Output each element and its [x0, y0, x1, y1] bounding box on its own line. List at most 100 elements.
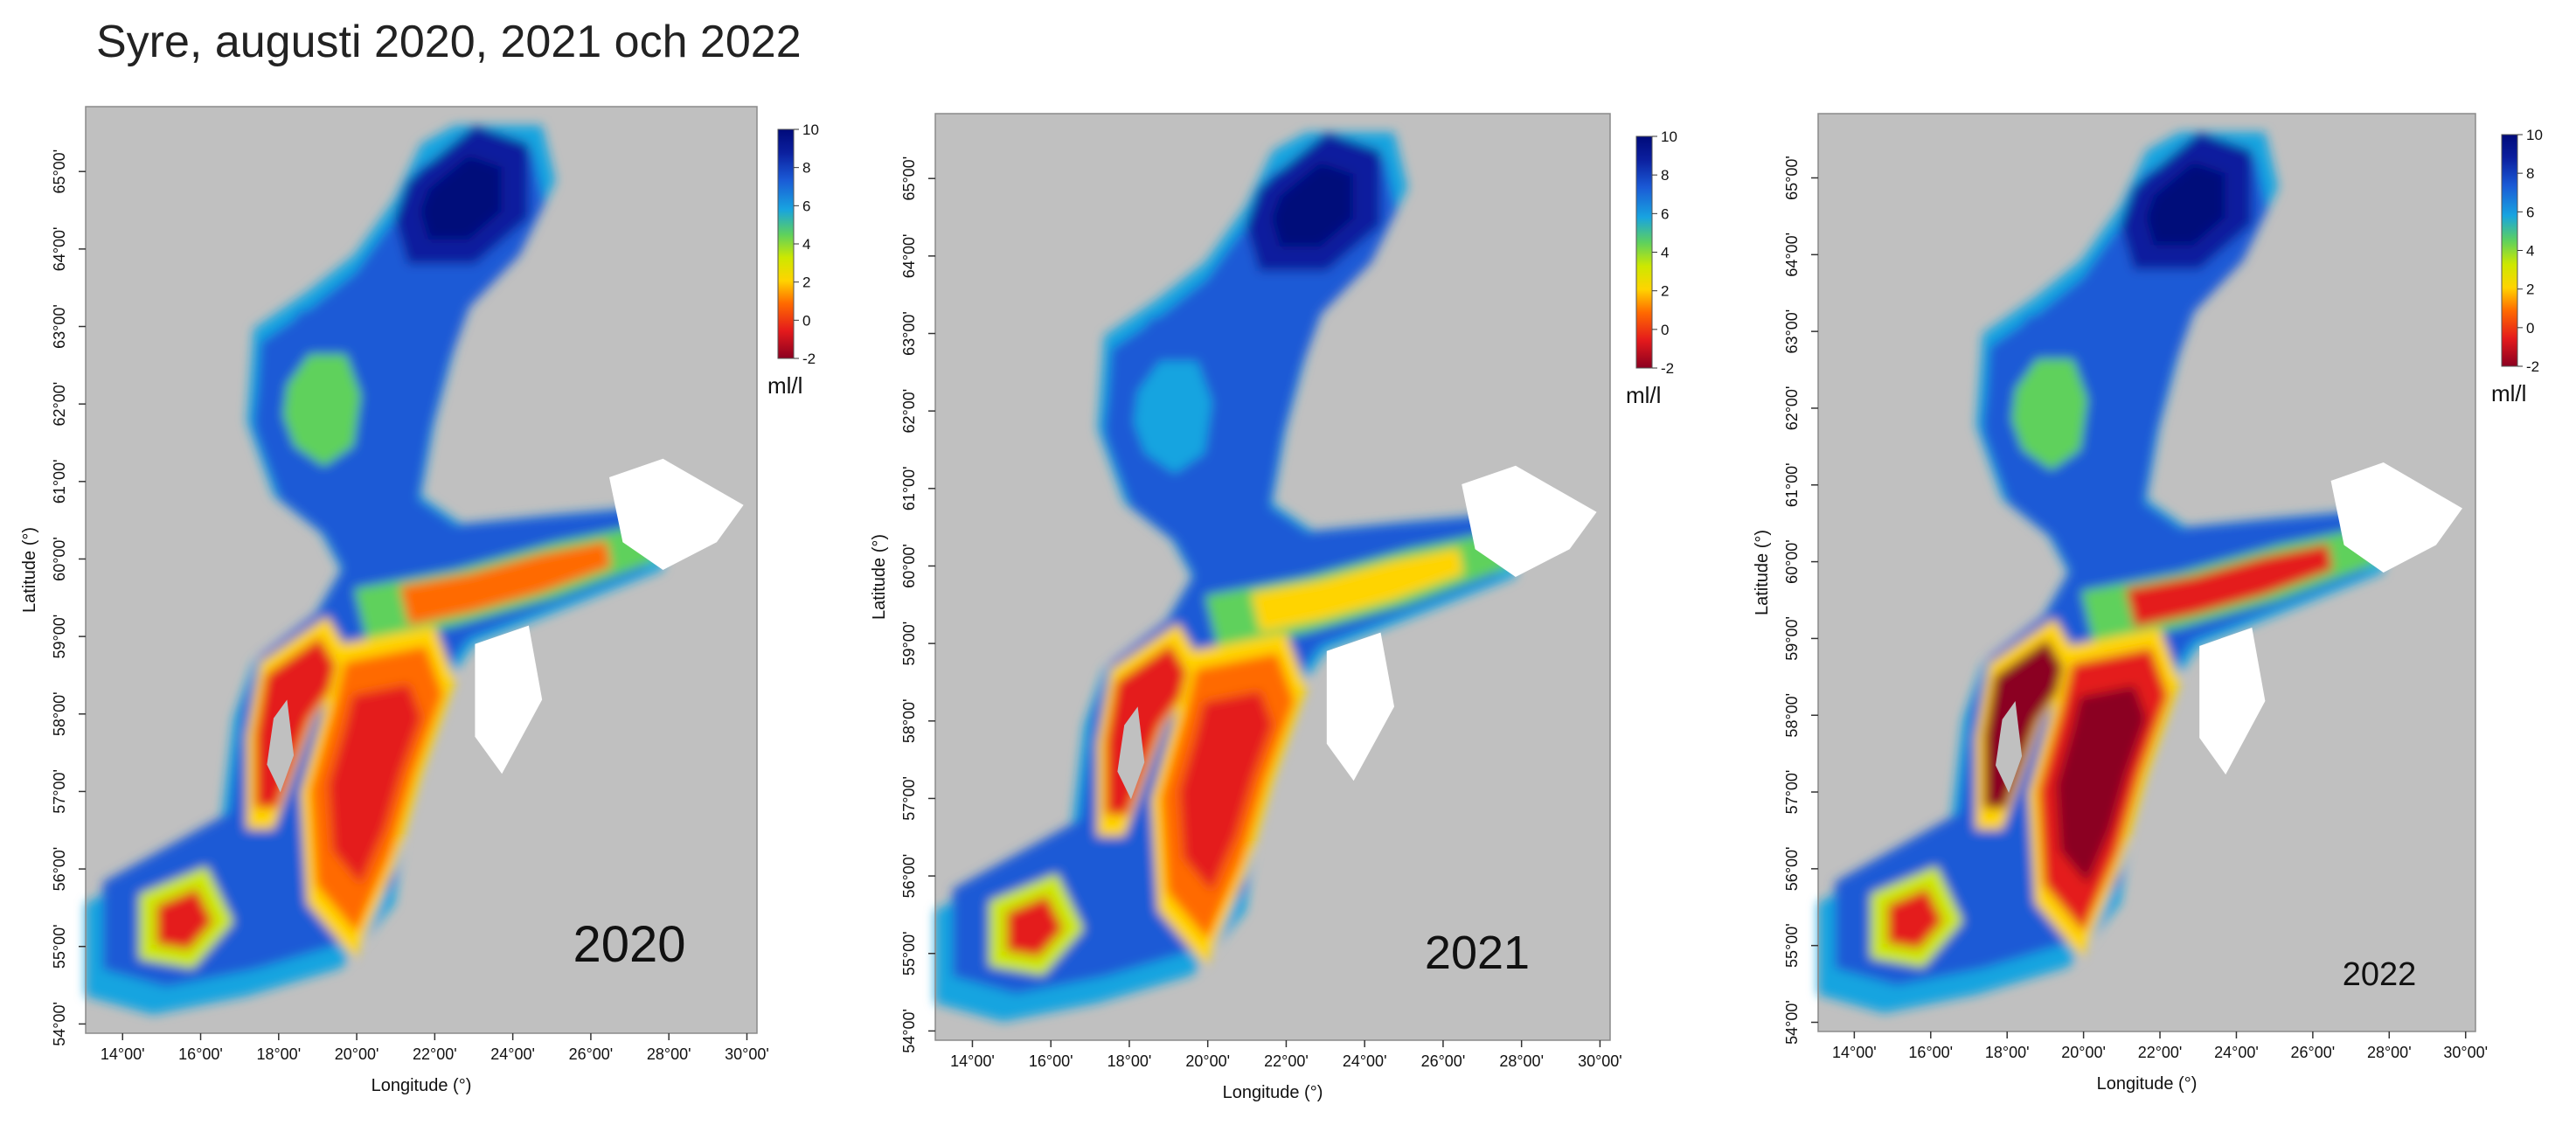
y-tick-label: 55°00': [1783, 923, 1801, 968]
y-tick-label: 64°00': [51, 227, 68, 272]
x-tick-label: 16°00': [1908, 1044, 1953, 1061]
x-tick-label: 22°00': [1264, 1052, 1309, 1070]
lakes-estonia: [475, 625, 543, 774]
y-tick-label: 56°00': [1783, 847, 1801, 892]
y-tick-label: 60°00': [900, 544, 918, 588]
x-tick-label: 20°00': [335, 1045, 379, 1063]
x-tick-label: 18°00': [1107, 1052, 1152, 1070]
colorbar-gradient: [1635, 135, 1653, 369]
bothnian-bay-core: [420, 156, 502, 240]
y-tick-label: 58°00': [1783, 693, 1801, 738]
colorbar-gradient: [2501, 134, 2518, 367]
colorbar-tick-label: 6: [1661, 205, 1669, 222]
y-axis-title: Latitude (°): [870, 534, 889, 620]
lakes-finland: [2330, 462, 2462, 573]
colorbar-tick-label: 4: [2526, 243, 2534, 260]
y-tick-label: 57°00': [900, 776, 918, 821]
x-tick-label: 30°00': [1578, 1052, 1622, 1070]
y-tick-label: 61°00': [51, 459, 68, 504]
colorbar-gradient: [777, 128, 795, 359]
gotland-island: [1996, 701, 2023, 793]
y-tick-label: 59°00': [51, 615, 68, 659]
y-tick-label: 59°00': [900, 622, 918, 666]
y-tick-label: 64°00': [1783, 233, 1801, 277]
bornholm-basin: [1887, 888, 1943, 949]
y-tick-label: 65°00': [1783, 156, 1801, 200]
x-tick-label: 20°00': [2061, 1044, 2106, 1061]
year-label: 2020: [573, 916, 685, 973]
colorbar-tick-label: 4: [1661, 245, 1669, 261]
colorbar-tick-label: -2: [802, 351, 816, 367]
y-tick-label: 56°00': [51, 847, 68, 892]
colorbar-tick-label: 4: [802, 236, 810, 253]
colorbar-tick-label: 8: [802, 160, 810, 177]
y-tick-label: 55°00': [51, 924, 68, 969]
x-tick-label: 30°00': [725, 1045, 769, 1063]
page-title: Syre, augusti 2020, 2021 och 2022: [96, 17, 802, 67]
bothnian-sea-core: [283, 354, 361, 467]
x-tick-label: 22°00': [413, 1045, 457, 1063]
y-axis-title: Latitude (°): [20, 527, 39, 613]
plot-border: [934, 113, 1611, 1041]
y-tick-label: 63°00': [51, 304, 68, 349]
x-tick-label: 26°00': [2291, 1044, 2336, 1061]
y-tick-label: 54°00': [900, 1009, 918, 1053]
eastern-gotland-deep: [2069, 714, 2130, 847]
gulf-of-finland-core: [2125, 544, 2333, 628]
lakes-estonia: [1326, 632, 1394, 781]
map-panel-2022: 14°00' 16°00' 18°00' 20°00' 22°00' 24°00' 26°0…: [1753, 113, 2543, 1094]
colorbar-tick-label: 2: [2526, 281, 2534, 298]
colorbar-tick-label: 10: [1661, 128, 1677, 145]
sea-layer: [1818, 132, 2384, 1013]
y-tick-label: 61°00': [900, 466, 918, 510]
y-tick-label: 58°00': [51, 691, 68, 736]
colorbar: 10 8 6 4 2 0 -2ml/l: [2491, 127, 2543, 406]
colorbar-tick-label: 6: [2526, 204, 2534, 220]
x-axis-title: Longitude (°): [1223, 1083, 1323, 1102]
y-tick-label: 63°00': [1783, 309, 1801, 354]
x-tick-label: 30°00': [2443, 1044, 2488, 1061]
bothnian-sea-core: [1134, 361, 1212, 474]
gotland-island: [267, 699, 295, 793]
gulf-of-finland-core: [399, 540, 612, 626]
lakes-finland: [1462, 465, 1597, 577]
x-tick-label: 18°00': [1985, 1044, 2030, 1061]
sea-mid: [1835, 156, 2367, 986]
year-label: 2021: [1425, 927, 1530, 979]
plot-border: [85, 106, 758, 1034]
x-tick-label: 18°00': [256, 1045, 301, 1063]
y-tick-label: 60°00': [1783, 539, 1801, 584]
y-tick-label: 63°00': [900, 311, 918, 356]
eastern-gotland-core: [328, 684, 421, 885]
sea-layer: [935, 132, 1516, 1022]
map-panel-2020: 14°00' 16°00' 18°00' 20°00' 22°00' 24°00' 26°0…: [20, 106, 819, 1095]
colorbar-tick-label: 2: [802, 274, 810, 291]
x-tick-label: 16°00': [1029, 1052, 1073, 1070]
bornholm-basin: [156, 888, 213, 950]
colorbar-unit: ml/l: [2491, 380, 2526, 406]
x-axis-title: Longitude (°): [2097, 1074, 2198, 1094]
eastern-gotland-core: [1179, 691, 1273, 892]
y-tick-label: 65°00': [900, 156, 918, 201]
y-tick-label: 58°00': [900, 698, 918, 743]
y-tick-label: 55°00': [900, 931, 918, 976]
lakes-estonia: [2199, 628, 2266, 774]
colorbar: 10 8 6 4 2 0 -2ml/l: [1626, 128, 1677, 408]
y-tick-label: 60°00': [51, 537, 68, 581]
colorbar-tick-label: 0: [802, 312, 810, 329]
x-tick-label: 14°00': [1832, 1044, 1877, 1061]
gotland-island: [1117, 706, 1145, 800]
x-tick-label: 26°00': [1421, 1052, 1466, 1070]
colorbar: 10 8 6 4 2 0 -2ml/l: [767, 122, 819, 399]
y-tick-label: 61°00': [1783, 462, 1801, 507]
y-tick-label: 62°00': [1783, 386, 1801, 431]
x-tick-label: 22°00': [2138, 1044, 2183, 1061]
x-tick-label: 16°00': [178, 1045, 223, 1063]
y-tick-label: 54°00': [1783, 1000, 1801, 1045]
gulf-of-finland-core: [1251, 547, 1464, 633]
lakes-finland: [609, 458, 744, 570]
year-label: 2022: [2343, 956, 2417, 993]
bothnian-sea-core: [2011, 358, 2088, 470]
colorbar-unit: ml/l: [767, 372, 802, 399]
